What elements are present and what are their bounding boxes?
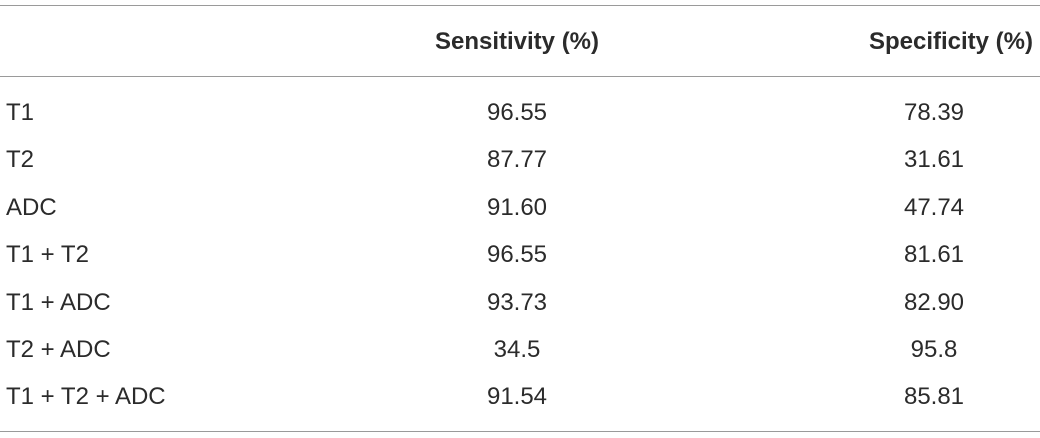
header-rule (0, 76, 1040, 77)
header-cell: Sensitivity (%) (434, 28, 600, 55)
row-label: T1 (6, 99, 35, 126)
header-cell: Specificity (%) (868, 28, 1033, 55)
bottom-rule (0, 431, 1040, 432)
cell: 82.90 (903, 288, 965, 316)
row-label: T2 (6, 146, 35, 174)
cell: 87.77 (486, 146, 548, 174)
cell: 93.73 (486, 288, 548, 316)
cell: 95.8 (910, 336, 958, 363)
row-label: T1 + T2 (6, 241, 89, 269)
cell: 78.39 (903, 99, 965, 126)
cell: 81.61 (903, 241, 965, 269)
cell: 91.54 (486, 383, 548, 411)
cell: 47.74 (903, 193, 965, 221)
row-label: ADC (6, 193, 57, 221)
cell: 34.5 (493, 336, 541, 363)
top-rule (0, 5, 1040, 6)
row-label: T1 + T2 + ADC (6, 383, 166, 411)
row-label: T2 + ADC (6, 336, 111, 363)
cell: 96.55 (486, 241, 548, 269)
cell: 85.81 (903, 383, 965, 411)
cell: 31.61 (903, 146, 965, 174)
cell: 96.55 (486, 99, 548, 126)
row-label: T1 + ADC (6, 288, 111, 316)
cell: 91.60 (486, 193, 548, 221)
